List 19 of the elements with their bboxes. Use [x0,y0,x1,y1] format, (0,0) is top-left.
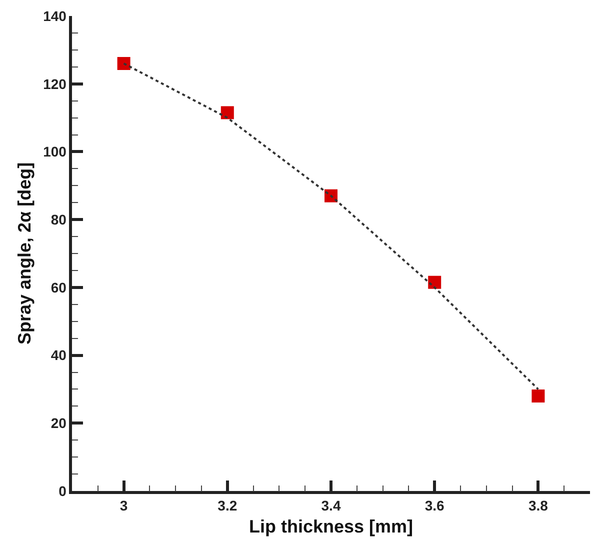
x-tick-label: 3.2 [218,498,238,514]
x-tick-label: 3.6 [424,498,445,514]
y-tick-label: 140 [43,8,67,24]
y-tick-label: 60 [50,279,67,296]
x-tick-label: 3 [120,498,128,514]
y-tick-label: 80 [50,211,67,228]
y-tick-label: 120 [43,76,67,92]
point [532,390,545,402]
x-tick-label: 3.4 [321,498,341,514]
y-tick-label: 20 [50,415,67,432]
y-tick-label: 100 [43,144,67,160]
point [428,276,442,289]
y-tick-label: 0 [58,482,67,499]
x-axis-title: Lip thickness [mm] [248,516,414,537]
y-axis-title: Spray angle, 2α [deg] [14,162,34,345]
point [117,57,130,70]
point [220,106,234,120]
x-tick-label: 3.8 [528,498,548,514]
y-tick-label: 40 [50,347,67,364]
